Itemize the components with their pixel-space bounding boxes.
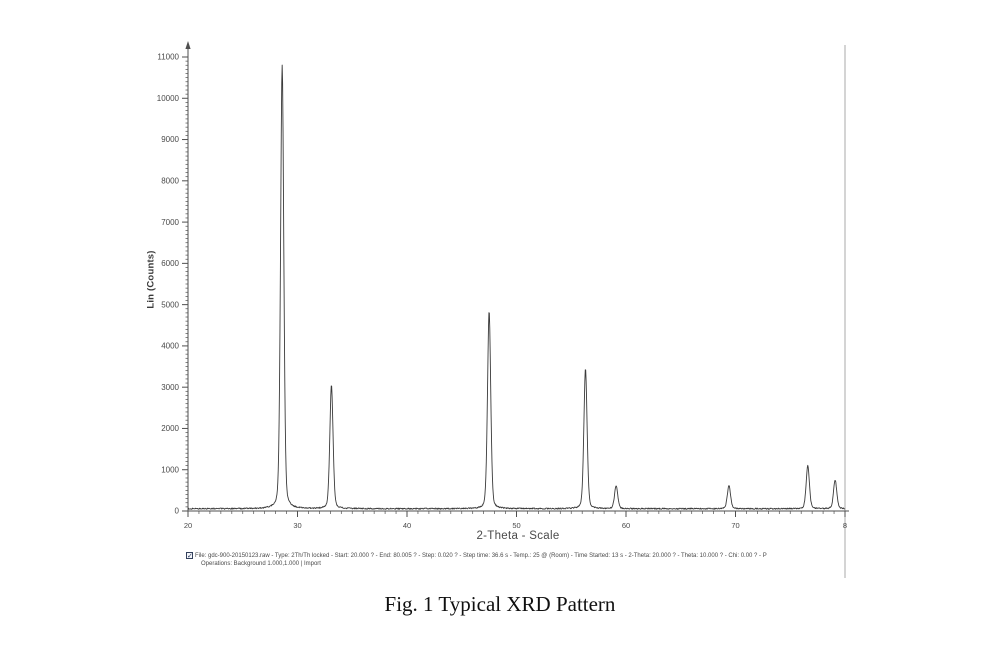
x-tick-label: 60 [622, 521, 630, 530]
y-tick-label: 9000 [161, 135, 179, 144]
x-tick-label: 70 [731, 521, 739, 530]
x-tick-label: 8 [843, 521, 847, 530]
operations-text: Operations: Background 1.000,1.000 | Imp… [201, 561, 321, 567]
y-axis-arrow-icon [185, 41, 191, 49]
y-tick-label: 7000 [161, 218, 179, 227]
x-tick-label: 40 [403, 521, 411, 530]
scan-info-line: ✓ File: gdc-900-20150123.raw - Type: 2Th… [186, 551, 767, 560]
y-tick-label: 11000 [157, 53, 179, 62]
y-tick-label: 0 [175, 507, 180, 516]
figure-caption: Fig. 1 Typical XRD Pattern [384, 592, 616, 616]
x-tick-label: 50 [512, 521, 520, 530]
x-tick-label: 30 [293, 521, 301, 530]
y-tick-label: 2000 [161, 424, 179, 433]
scan-parameters-text: File: gdc-900-20150123.raw - Type: 2Th/T… [195, 552, 767, 559]
y-axis-title: Lin (Counts) [145, 250, 157, 309]
y-tick-label: 4000 [161, 342, 179, 351]
y-tick-label: 3000 [161, 383, 179, 392]
y-tick-label: 1000 [161, 465, 179, 474]
xrd-trace [187, 64, 846, 510]
y-tick-label: 6000 [161, 259, 179, 268]
y-tick-label: 5000 [161, 300, 179, 309]
y-tick-label: 8000 [161, 177, 179, 186]
x-axis-title: 2-Theta - Scale [476, 530, 560, 542]
y-tick-label: 10000 [157, 94, 180, 103]
x-tick-label: 20 [184, 521, 192, 530]
legend-checkbox-icon: ✓ [186, 552, 193, 560]
